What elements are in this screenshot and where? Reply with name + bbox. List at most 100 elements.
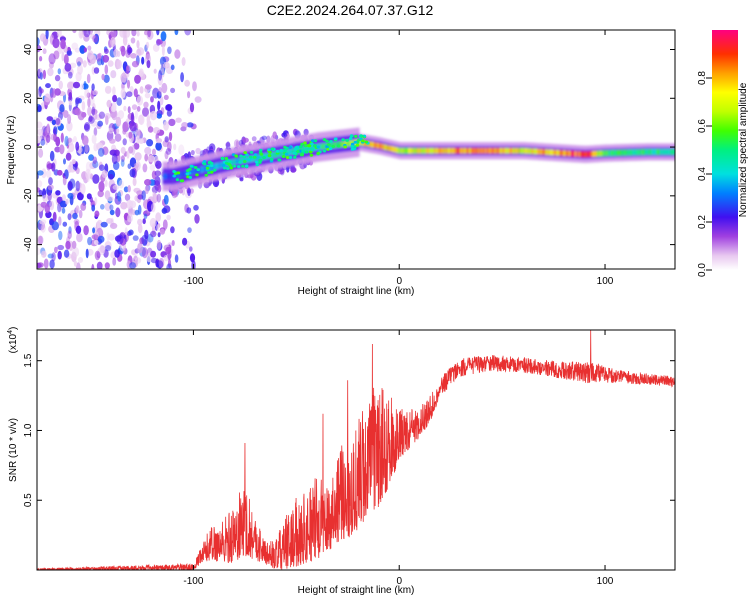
spectrogram-noise-cell [42, 194, 49, 202]
spectrogram-noise-cell [120, 146, 126, 154]
spectrogram-noise-cell [158, 86, 162, 96]
spectrogram-noise-cell [126, 214, 134, 223]
spectrogram-ridge-speckle [224, 156, 229, 160]
spectrogram-noise-cell [77, 61, 81, 67]
spectrogram-noise-cell [48, 53, 56, 65]
spectrogram-noise-cell [38, 189, 43, 197]
spectrogram-ridge-core [631, 149, 634, 156]
spectrogram-noise-cell [58, 230, 63, 241]
spectrogram-ridge-core [578, 151, 581, 157]
spectrogram-ridge-core [387, 145, 390, 151]
spectrogram-ridge-core [278, 150, 281, 157]
spectrogram-noise-cell [120, 88, 126, 99]
spectrogram-ridge-speckle [259, 148, 263, 152]
spectrogram-ridge-speckle [285, 156, 290, 159]
spectrogram-ridge-core [487, 147, 490, 154]
spectrogram-ridge-core [565, 150, 568, 157]
spectrogram-noise-cell [45, 83, 51, 89]
spectrogram-ridge-core [426, 147, 429, 154]
spectrogram-ridge-core [486, 147, 489, 154]
spectrogram-noise-cell [147, 126, 154, 133]
spectrogram-noise-cell [170, 64, 175, 71]
spectrogram-noise-cell [65, 152, 72, 161]
spectrogram-ridge-core [509, 147, 512, 154]
spectrogram-noise-cell [57, 68, 61, 75]
spectrogram-ridge-core [498, 147, 501, 154]
spectrogram-ridge-speckle [303, 141, 307, 145]
spectrogram-noise-cell [153, 68, 157, 74]
spectrogram-noise-cell [96, 261, 103, 269]
spectrogram-noise-cell [181, 57, 186, 66]
spectrogram-noise-cell [141, 56, 145, 65]
spectrogram-ridge-core [383, 144, 386, 150]
spectrogram-noise-cell [85, 248, 89, 259]
spectrogram-noise-cell [184, 79, 191, 87]
spectrogram-noise-cell [92, 35, 98, 43]
svg-text:(x104): (x104) [7, 327, 19, 354]
spectrogram-noise-cell [137, 223, 143, 234]
spectrogram-noise-cell [112, 257, 117, 266]
spectrogram-ridge-core [236, 158, 239, 165]
spectrogram-ridge-core [665, 149, 668, 155]
spectrogram-ridge-core [167, 173, 170, 180]
spectrogram-ridge-core [528, 148, 531, 154]
spectrogram-noise-cell [134, 152, 142, 161]
spectrogram-noise-cell [110, 36, 116, 48]
spectrogram-noise-cell [189, 188, 194, 194]
spectrogram-noise-cell [168, 118, 176, 127]
spectrogram-ridge-core [344, 140, 347, 147]
spectrogram-ridge-core [630, 149, 633, 156]
spectrogram-noise-cell [55, 118, 61, 125]
spectrogram-ridge-speckle [243, 151, 247, 155]
spectrogram-noise-cell [42, 48, 47, 55]
spectrogram-ridge-core [341, 141, 344, 148]
spectrogram-noise-cell [136, 95, 144, 106]
spectrogram-ridge-core [452, 147, 455, 154]
spectrogram-ridge-core [358, 139, 362, 146]
spectrogram-noise-cell [84, 122, 91, 132]
spectrogram-noise-cell [61, 194, 66, 202]
spectrogram-ridge-speckle [277, 158, 282, 162]
spectrogram-ridge-core [610, 150, 613, 156]
spectrogram-noise-cell [57, 169, 63, 176]
spectrogram-ridge-speckle [279, 149, 284, 152]
spectrogram-noise-cell [120, 72, 127, 83]
spectrogram-ridge-core [472, 147, 475, 154]
spectrogram-ridge-speckle [349, 134, 354, 138]
spectrogram-noise-cell [122, 30, 127, 39]
spectrogram-x-label: Height of straight line (km) [298, 286, 415, 297]
spectrogram-noise-cell [158, 257, 165, 268]
spectrogram-noise-cell [66, 50, 73, 56]
spectrogram-ridge-speckle [364, 140, 369, 144]
spectrogram-ridge-core [551, 149, 554, 156]
spectrogram-ridge-core [405, 147, 408, 154]
snr-series-line [37, 330, 675, 570]
spectrogram-ridge-core [400, 147, 404, 154]
spectrogram-noise-cell [58, 216, 62, 226]
spectrogram-ridge-core [393, 146, 396, 153]
spectrogram-ridge-core [265, 153, 268, 160]
spectrogram-y-tick-label: 20 [23, 92, 34, 104]
spectrogram-ridge-core [662, 149, 665, 155]
spectrogram-noise-cell [150, 230, 157, 238]
spectrogram-noise-cell [178, 188, 183, 194]
spectrogram-noise-cell [65, 240, 71, 250]
spectrogram-ridge-core [489, 147, 492, 154]
spectrogram-noise-cell [67, 137, 72, 143]
spectrogram-ridge-core [589, 151, 592, 157]
spectrogram-x-ticks: -100 0 100 [183, 30, 614, 287]
spectrogram-noise-cell [194, 96, 202, 103]
spectrogram-ridge-core [200, 166, 203, 173]
spectrogram-noise-cell [152, 126, 161, 134]
spectrogram-ridge-core [412, 147, 415, 154]
spectrogram-noise-cell [142, 218, 146, 225]
spectrogram-noise-cell [132, 177, 137, 187]
spectrogram-ridge-speckle [185, 172, 190, 176]
spectrogram-noise-cell [67, 192, 74, 199]
spectrogram-noise-cell [180, 155, 186, 161]
spectrogram-noise-cell [60, 132, 64, 143]
spectrogram-ridge-core [573, 150, 576, 157]
spectrogram-noise-cell [104, 179, 108, 187]
spectrogram-ridge-core [445, 147, 448, 154]
spectrogram-ridge-speckle [353, 140, 358, 144]
